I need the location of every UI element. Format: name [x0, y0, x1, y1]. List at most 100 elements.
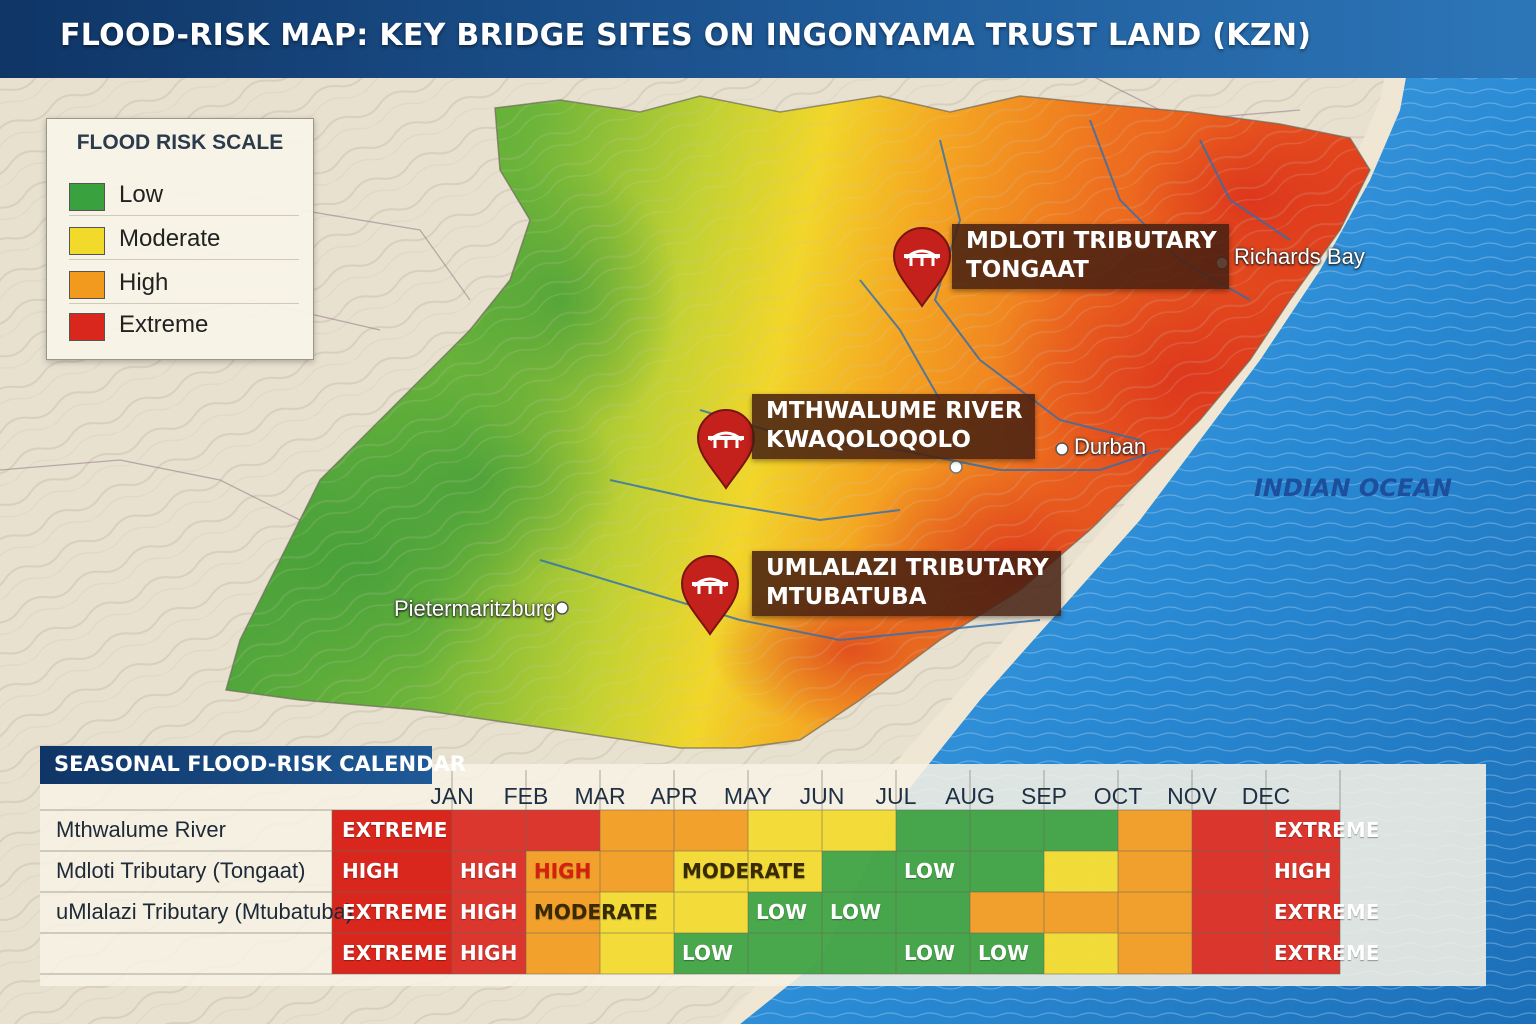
- callout-line2: TONGAAT: [966, 257, 1089, 283]
- calendar-cell: [1118, 892, 1192, 933]
- flood-risk-legend: FLOOD RISK SCALE Low Moderate High Extre…: [46, 118, 314, 360]
- place-label-pietermaritzburg: Pietermaritzburg: [394, 596, 556, 621]
- callout-mthwalume[interactable]: MTHWALUME RIVER KWAQOLOQOLO: [752, 394, 1035, 459]
- calendar-cell: [1044, 851, 1118, 892]
- calendar-cell: [600, 810, 674, 851]
- calendar-cell: [452, 892, 526, 933]
- bridge-pin-mthwalume[interactable]: [696, 409, 756, 490]
- calendar-cell: [1266, 810, 1340, 851]
- calendar-cell-label: MODERATE: [534, 900, 658, 924]
- calendar-cell: [822, 810, 896, 851]
- calendar-cell: [970, 851, 1044, 892]
- calendar-cell: [452, 810, 526, 851]
- calendar-summary-cell: [332, 810, 452, 851]
- calendar-cell-label: LOW: [756, 900, 808, 924]
- calendar-cell-label: HIGH: [460, 859, 518, 883]
- calendar-cell: [674, 933, 748, 974]
- calendar-cell-label: EXTREME: [342, 818, 448, 842]
- calendar-row-label: Mthwalume River: [56, 817, 226, 842]
- month-header-dec: DEC: [1241, 783, 1291, 809]
- legend-label: Moderate: [119, 225, 221, 252]
- calendar-cell: [822, 933, 896, 974]
- legend-swatch: [69, 313, 105, 341]
- calendar-cell: [970, 933, 1044, 974]
- calendar-cell: [526, 810, 600, 851]
- calendar-cell: [600, 892, 674, 933]
- month-header-jun: JUN: [799, 783, 845, 809]
- calendar-cell-label: LOW: [904, 859, 956, 883]
- legend-swatch: [69, 183, 105, 211]
- month-header-may: MAY: [723, 783, 773, 809]
- calendar-cell: [1266, 851, 1340, 892]
- calendar-gridlines: [40, 770, 1341, 975]
- calendar-cell: [1192, 810, 1266, 851]
- calendar-title-tab: SEASONAL FLOOD-RISK CALENDAR: [40, 746, 466, 784]
- calendar-cell-label: LOW: [978, 941, 1030, 965]
- place-label-richards-bay: Richards Bay: [1234, 244, 1365, 269]
- seasonal-calendar: SEASONAL FLOOD-RISK CALENDAR JAN FEB MAR AP…: [40, 746, 1486, 984]
- calendar-cell-label: HIGH: [460, 900, 518, 924]
- calendar-cell: [896, 851, 970, 892]
- calendar-cell: [896, 933, 970, 974]
- calendar-cell: [822, 851, 896, 892]
- calendar-cell: [748, 851, 822, 892]
- calendar-cell: [452, 851, 526, 892]
- calendar-cell: [748, 933, 822, 974]
- month-header-mar: MAR: [574, 783, 626, 809]
- calendar-cell: [748, 810, 822, 851]
- legend-swatch: [69, 271, 105, 299]
- callout-line1: MDLOTI TRIBUTARY: [966, 228, 1217, 254]
- calendar-cell: [452, 933, 526, 974]
- calendar-cell: [970, 810, 1044, 851]
- legend-item-moderate: Moderate: [69, 219, 299, 260]
- calendar-cell-label: EXTREME: [342, 941, 448, 965]
- calendar-cell-label: EXTREME: [1274, 818, 1380, 842]
- calendar-cell-label: EXTREME: [1274, 900, 1380, 924]
- legend-label: Extreme: [119, 311, 209, 338]
- calendar-row-label: Mdloti Tributary (Tongaat): [56, 858, 306, 883]
- callout-line1: UMLALAZI TRIBUTARY: [766, 555, 1049, 581]
- calendar-cell: [822, 892, 896, 933]
- month-header-apr: APR: [650, 783, 698, 809]
- calendar-cell-label: LOW: [682, 941, 734, 965]
- bridge-pin-umlalazi[interactable]: [680, 555, 740, 636]
- calendar-cell-label: HIGH: [460, 941, 518, 965]
- calendar-cell: [1044, 933, 1118, 974]
- month-header-aug: AUG: [945, 783, 995, 809]
- ocean-label: INDIAN OCEAN: [1254, 474, 1452, 502]
- calendar-cell-label: HIGH: [342, 859, 400, 883]
- calendar-cell-label: LOW: [830, 900, 882, 924]
- legend-label: High: [119, 269, 169, 296]
- title-bar: [0, 0, 1536, 78]
- legend-label: Low: [119, 181, 164, 208]
- calendar-summary-cell: [332, 851, 452, 892]
- month-header-sep: SEP: [1020, 783, 1068, 809]
- calendar-cell: [674, 892, 748, 933]
- calendar-grid: [332, 810, 1340, 974]
- month-header-jul: JUL: [875, 783, 917, 809]
- pietermaritzburg-dot: [555, 601, 569, 615]
- callout-line1: MTHWALUME RIVER: [766, 398, 1023, 424]
- callout-umlalazi[interactable]: UMLALAZI TRIBUTARY MTUBATUBA: [752, 551, 1061, 616]
- calendar-cell: [896, 810, 970, 851]
- calendar-row-label: uMlalazi Tributary (Mtubatuba): [56, 899, 354, 924]
- legend-item-extreme: Extreme: [69, 305, 299, 345]
- bridge-pin-mdloti[interactable]: [892, 227, 952, 308]
- callout-line2: KWAQOLOQOLO: [766, 427, 971, 453]
- legend-title: FLOOD RISK SCALE: [76, 131, 284, 154]
- month-header-jan: JAN: [430, 783, 474, 809]
- calendar-cell: [600, 933, 674, 974]
- calendar-cell-label: HIGH: [534, 859, 592, 883]
- town-dot: [949, 460, 963, 474]
- month-header-oct: OCT: [1093, 783, 1143, 809]
- calendar-cell: [896, 892, 970, 933]
- calendar-cell: [674, 851, 748, 892]
- calendar-cell: [748, 892, 822, 933]
- callout-line2: MTUBATUBA: [766, 584, 927, 610]
- calendar-cell: [1266, 933, 1340, 974]
- calendar-cell: [1044, 810, 1118, 851]
- callout-mdloti[interactable]: MDLOTI TRIBUTARY TONGAAT: [952, 224, 1229, 289]
- calendar-cell: [970, 892, 1044, 933]
- month-header-nov: NOV: [1167, 783, 1217, 809]
- calendar-cell-label: HIGH: [1274, 859, 1332, 883]
